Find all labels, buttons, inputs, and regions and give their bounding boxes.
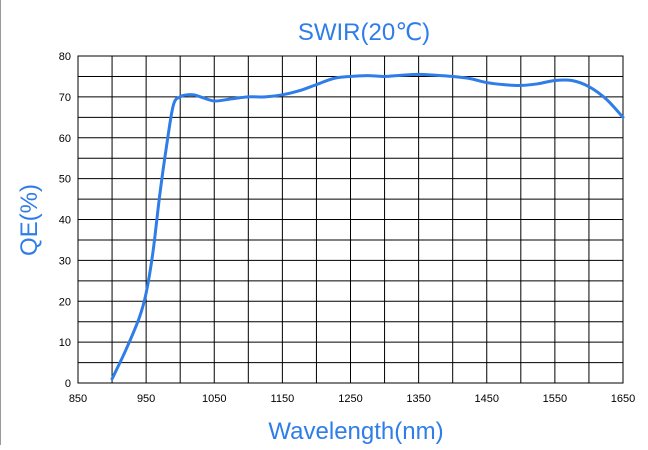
qe-data-point (605, 98, 607, 100)
qe-data-point (588, 85, 590, 87)
qe-data-point (159, 194, 161, 196)
y-tick-label: 80 (59, 51, 71, 63)
qe-data-point (213, 100, 215, 102)
x-axis-label: Wavelength(nm) (268, 418, 443, 445)
x-tick-label: 1650 (611, 393, 635, 405)
x-axis-ticks: 850 950 1050 1150 1250 1350 1450 1550 1650 (69, 393, 635, 405)
y-tick-label: 70 (59, 92, 71, 104)
y-tick-label: 0 (65, 378, 71, 390)
qe-data-point (417, 73, 419, 75)
qe-data-point (537, 83, 539, 85)
qe-data-point (145, 292, 147, 294)
qe-curve-points (111, 73, 624, 380)
left-border-line (0, 0, 1, 445)
qe-data-point (622, 116, 624, 118)
qe-data-point (298, 90, 300, 92)
qe-data-point (179, 96, 181, 98)
y-tick-label: 20 (59, 296, 71, 308)
qe-data-point (281, 94, 283, 96)
qe-data-point (152, 251, 154, 253)
qe-data-point (199, 96, 201, 98)
chart-grid (78, 56, 623, 383)
qe-data-point (451, 75, 453, 77)
x-tick-label: 1050 (202, 393, 226, 405)
qe-data-point (172, 104, 174, 106)
x-tick-label: 1150 (271, 393, 295, 405)
qe-curve-line (110, 72, 625, 381)
qe-data-point (124, 349, 126, 351)
qe-data-point (486, 81, 488, 83)
qe-data-point (315, 83, 317, 85)
qe-data-point (264, 96, 266, 98)
y-tick-label: 60 (59, 133, 71, 145)
x-tick-label: 1450 (475, 393, 499, 405)
x-tick-label: 850 (69, 393, 87, 405)
chart-title: SWIR(20℃) (298, 19, 430, 46)
y-tick-label: 50 (59, 174, 71, 186)
qe-data-point (332, 77, 334, 79)
qe-data-point (349, 75, 351, 77)
y-tick-label: 40 (59, 215, 71, 227)
qe-data-point (383, 75, 385, 77)
qe-data-point (138, 316, 140, 318)
qe-data-point (520, 84, 522, 86)
qe-data-point (111, 378, 113, 380)
qe-data-point (193, 94, 195, 96)
y-tick-label: 10 (59, 337, 71, 349)
y-axis-ticks: 0 10 20 30 40 50 60 70 80 (59, 51, 71, 390)
qe-data-point (554, 79, 556, 81)
qe-data-point (503, 83, 505, 85)
qe-data-point (247, 96, 249, 98)
x-tick-label: 950 (137, 393, 155, 405)
qe-data-point (186, 94, 188, 96)
qe-data-point (571, 79, 573, 81)
qe-data-point (230, 98, 232, 100)
qe-data-point (434, 74, 436, 76)
plot-area-border (77, 55, 624, 384)
qe-data-point (366, 74, 368, 76)
qe-data-point (165, 145, 167, 147)
qe-data-point (400, 74, 402, 76)
y-tick-label: 30 (59, 255, 71, 267)
x-tick-label: 1250 (338, 393, 362, 405)
y-axis-label: QE(%) (16, 184, 43, 256)
x-tick-label: 1550 (543, 393, 567, 405)
x-tick-label: 1350 (406, 393, 430, 405)
qe-data-point (469, 77, 471, 79)
